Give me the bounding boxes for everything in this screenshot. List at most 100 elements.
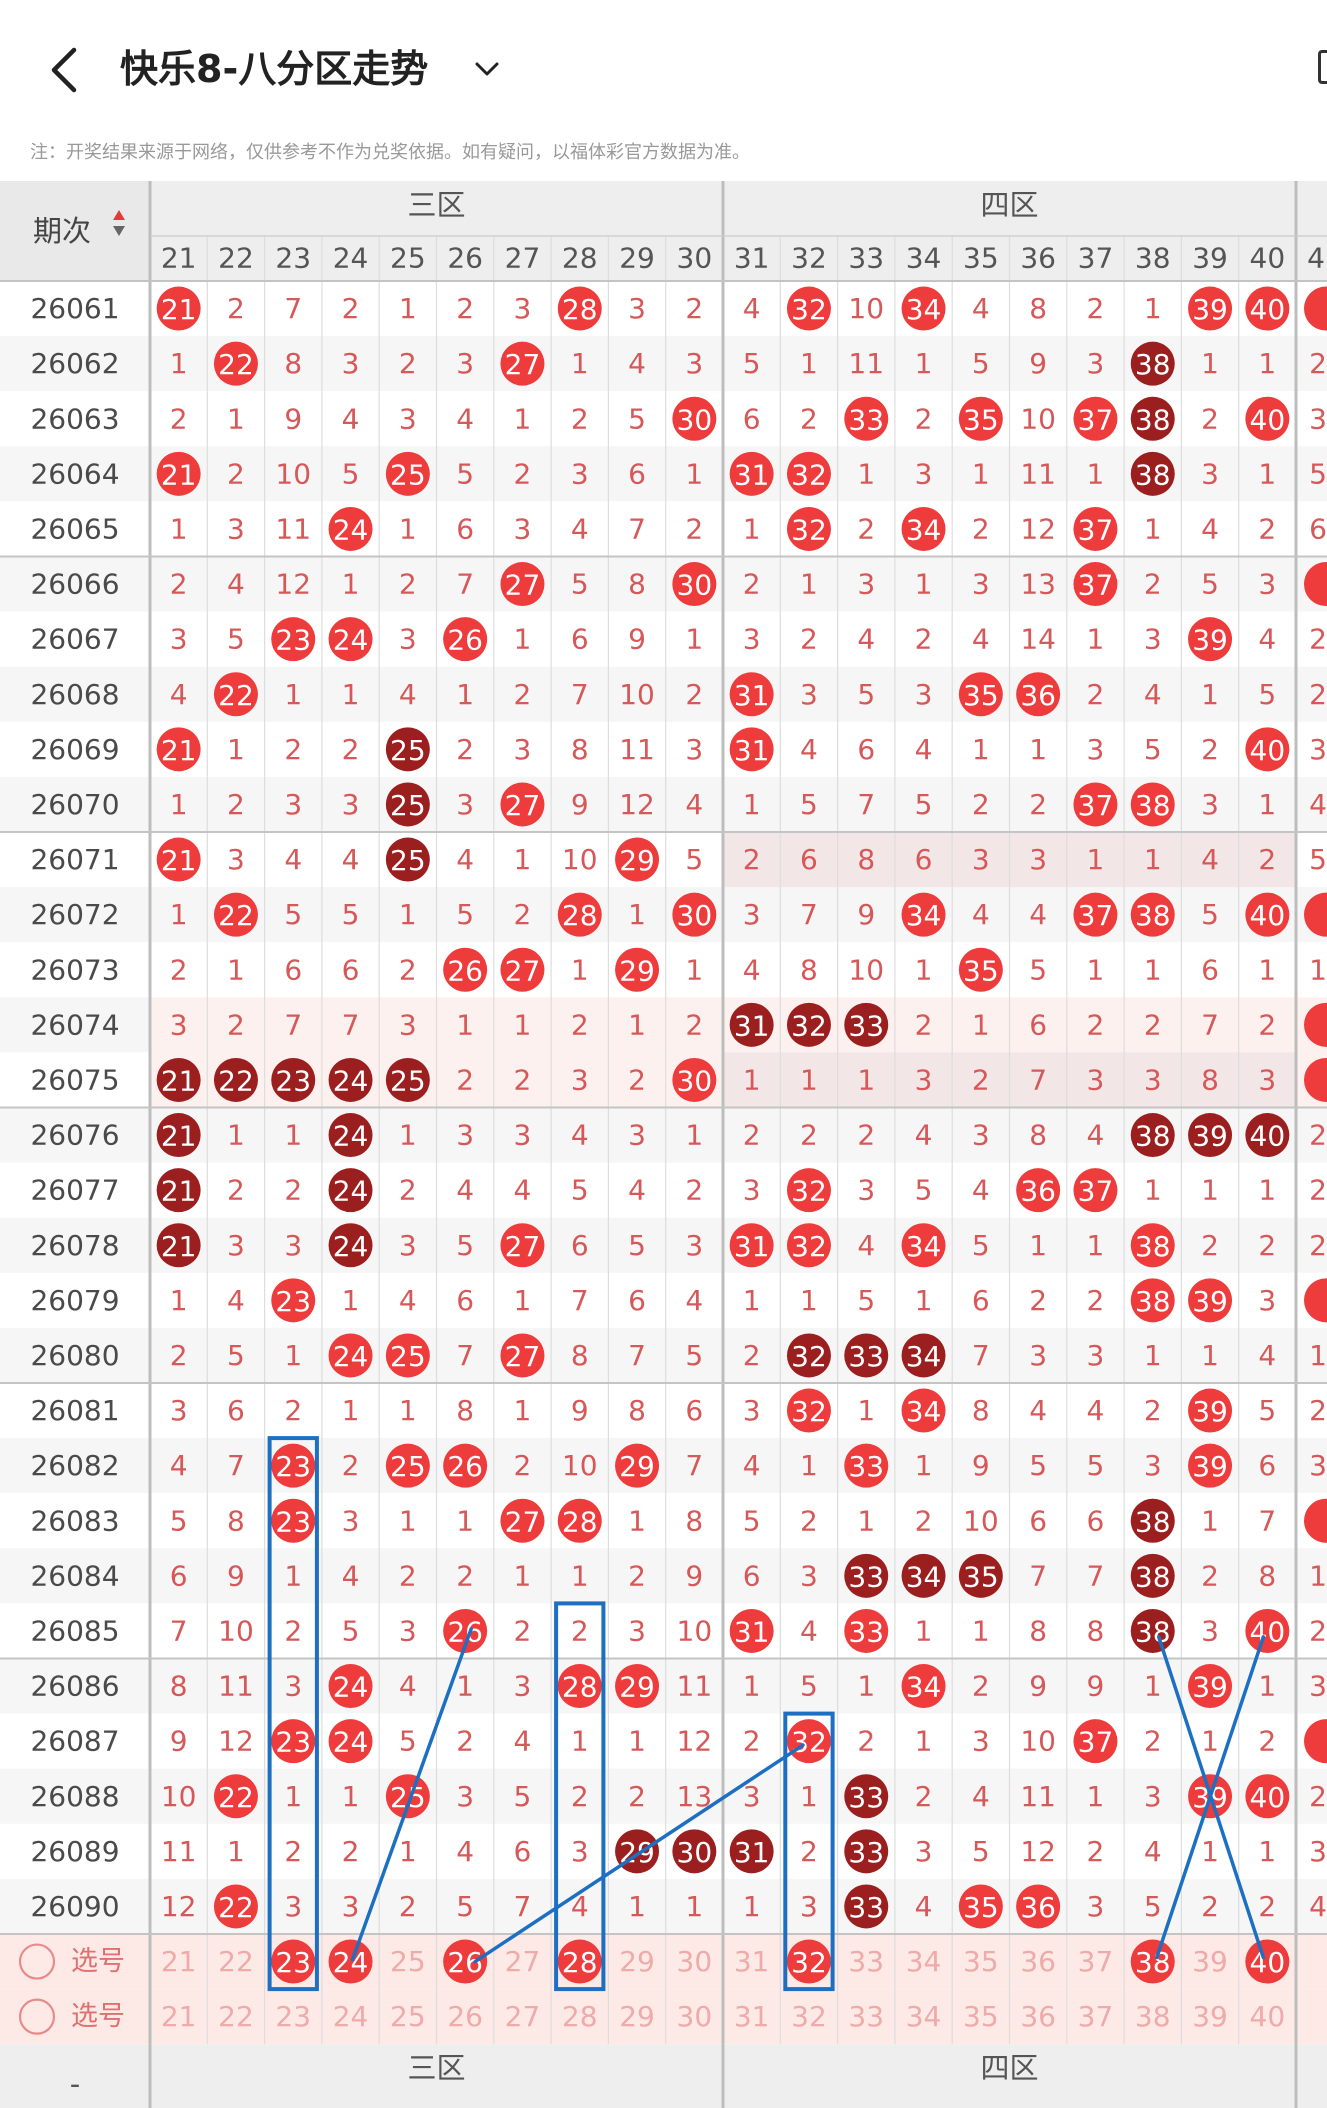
- pick-number-35[interactable]: 35: [963, 1945, 999, 1978]
- pick-number-26[interactable]: 26: [447, 2000, 483, 2033]
- miss-count: 4: [628, 347, 646, 380]
- selected-ball-40[interactable]: [1245, 1939, 1290, 1984]
- issue-cell-bg: [0, 1548, 150, 1604]
- pick-number-25[interactable]: 25: [390, 1945, 426, 1978]
- hit-ball-24: [328, 506, 373, 551]
- hit-ball-number: 39: [1192, 624, 1228, 657]
- miss-count: 4: [571, 512, 589, 545]
- pick-number-38[interactable]: 38: [1135, 2000, 1171, 2033]
- pick-number-37[interactable]: 37: [1078, 1945, 1114, 1978]
- miss-count: 1: [1201, 1339, 1219, 1372]
- pick-number-22[interactable]: 22: [218, 2000, 254, 2033]
- issue-number: 26069: [30, 733, 119, 766]
- issue-number: 26086: [30, 1670, 119, 1703]
- pick-number-23[interactable]: 23: [275, 2000, 311, 2033]
- miss-count: 6: [1029, 1008, 1047, 1041]
- miss-count: 2: [227, 292, 245, 325]
- pick-number-39[interactable]: 39: [1192, 1945, 1228, 1978]
- issue-cell-bg: [0, 887, 150, 943]
- hit-ball-21: [156, 1057, 201, 1102]
- row-bg: [150, 1658, 1327, 1714]
- miss-count: 3: [1201, 788, 1219, 821]
- pick-number-32[interactable]: 32: [791, 2000, 827, 2033]
- hit-ball-number: 38: [1135, 348, 1171, 381]
- selected-ball-32[interactable]: [786, 1939, 831, 1984]
- pick-number-35[interactable]: 35: [963, 2000, 999, 2033]
- pick-number-25[interactable]: 25: [390, 2000, 426, 2033]
- hit-ball-39: [1188, 1113, 1233, 1158]
- pick-number-37[interactable]: 37: [1078, 2000, 1114, 2033]
- miss-count: 4: [972, 292, 990, 325]
- hit-ball-25: [385, 1774, 430, 1819]
- pick-number-34[interactable]: 34: [906, 2000, 942, 2033]
- sort-icon[interactable]: [113, 210, 125, 236]
- miss-count: 1: [514, 623, 532, 656]
- pick-number-21[interactable]: 21: [161, 1945, 197, 1978]
- hit-ball-24: [328, 1719, 373, 1764]
- miss-count: 5: [628, 1229, 646, 1262]
- pick-number-29[interactable]: 29: [619, 2000, 655, 2033]
- issue-number: 26065: [30, 512, 119, 545]
- pick-number-34[interactable]: 34: [906, 1945, 942, 1978]
- miss-count: 4: [915, 1119, 933, 1152]
- hit-ball-number: 27: [505, 569, 541, 602]
- pick-row-radio[interactable]: [18, 1998, 56, 2035]
- pick-number-40[interactable]: 40: [1250, 2000, 1286, 2033]
- row-bg: [150, 887, 1327, 943]
- miss-count: 3: [571, 1835, 589, 1868]
- hit-ball-number: 29: [619, 954, 655, 987]
- selected-ball-28[interactable]: [557, 1939, 602, 1984]
- pick-number-39[interactable]: 39: [1192, 2000, 1228, 2033]
- pick-number-30[interactable]: 30: [677, 2000, 713, 2033]
- hit-ball-number: 21: [161, 1230, 197, 1263]
- miss-count: 2: [1144, 1394, 1162, 1427]
- hit-ball-number: 25: [390, 1781, 426, 1814]
- selected-ball-26[interactable]: [443, 1939, 488, 1984]
- pick-number-31[interactable]: 31: [734, 2000, 770, 2033]
- pick-row-radio[interactable]: [18, 1943, 56, 1980]
- miss-count: 1: [571, 1725, 589, 1758]
- miss-count: 1: [1309, 953, 1327, 986]
- pick-number-36[interactable]: 36: [1020, 2000, 1056, 2033]
- hit-ball-number: 31: [734, 1230, 770, 1263]
- pick-number-24[interactable]: 24: [333, 2000, 369, 2033]
- side-panel-icon[interactable]: [1318, 50, 1327, 84]
- miss-count: 3: [685, 347, 703, 380]
- miss-count: 1: [1144, 292, 1162, 325]
- miss-count: 4: [456, 843, 474, 876]
- miss-count: 2: [399, 568, 417, 601]
- pick-number-31[interactable]: 31: [734, 1945, 770, 1978]
- chevron-down-icon[interactable]: [472, 48, 502, 88]
- miss-count: 3: [456, 347, 474, 380]
- hit-ball-number: 34: [906, 899, 942, 932]
- miss-count: 2: [571, 1614, 589, 1647]
- pick-number-28[interactable]: 28: [562, 2000, 598, 2033]
- pick-number-29[interactable]: 29: [619, 1945, 655, 1978]
- chevron-left-icon[interactable]: [40, 38, 90, 98]
- hit-ball-number: 25: [390, 789, 426, 822]
- pick-number-27[interactable]: 27: [505, 2000, 541, 2033]
- miss-count: 3: [1309, 1449, 1327, 1482]
- selected-ball-23[interactable]: [271, 1939, 316, 1984]
- hit-ball-27: [500, 341, 545, 386]
- pick-number-22[interactable]: 22: [218, 1945, 254, 1978]
- pick-number-33[interactable]: 33: [848, 1945, 884, 1978]
- hit-ball-37: [1073, 1168, 1118, 1213]
- miss-count: 1: [170, 347, 188, 380]
- pick-number-33[interactable]: 33: [848, 2000, 884, 2033]
- selected-ball-24[interactable]: [328, 1939, 373, 1984]
- issue-number: 26089: [30, 1835, 119, 1868]
- miss-count: 1: [685, 623, 703, 656]
- pick-number-36[interactable]: 36: [1020, 1945, 1056, 1978]
- page-title[interactable]: 快乐8-八分区走势: [120, 47, 429, 91]
- pick-number-27[interactable]: 27: [505, 1945, 541, 1978]
- hit-ball-38: [1130, 1278, 1175, 1323]
- pick-number-30[interactable]: 30: [677, 1945, 713, 1978]
- miss-count: 3: [1258, 568, 1276, 601]
- miss-count: 11: [1020, 1780, 1056, 1813]
- hit-ball-number: 37: [1078, 899, 1114, 932]
- pick-number-21[interactable]: 21: [161, 2000, 197, 2033]
- hit-ball-27: [500, 1498, 545, 1543]
- selected-ball-38[interactable]: [1130, 1939, 1175, 1984]
- miss-count: 1: [743, 512, 761, 545]
